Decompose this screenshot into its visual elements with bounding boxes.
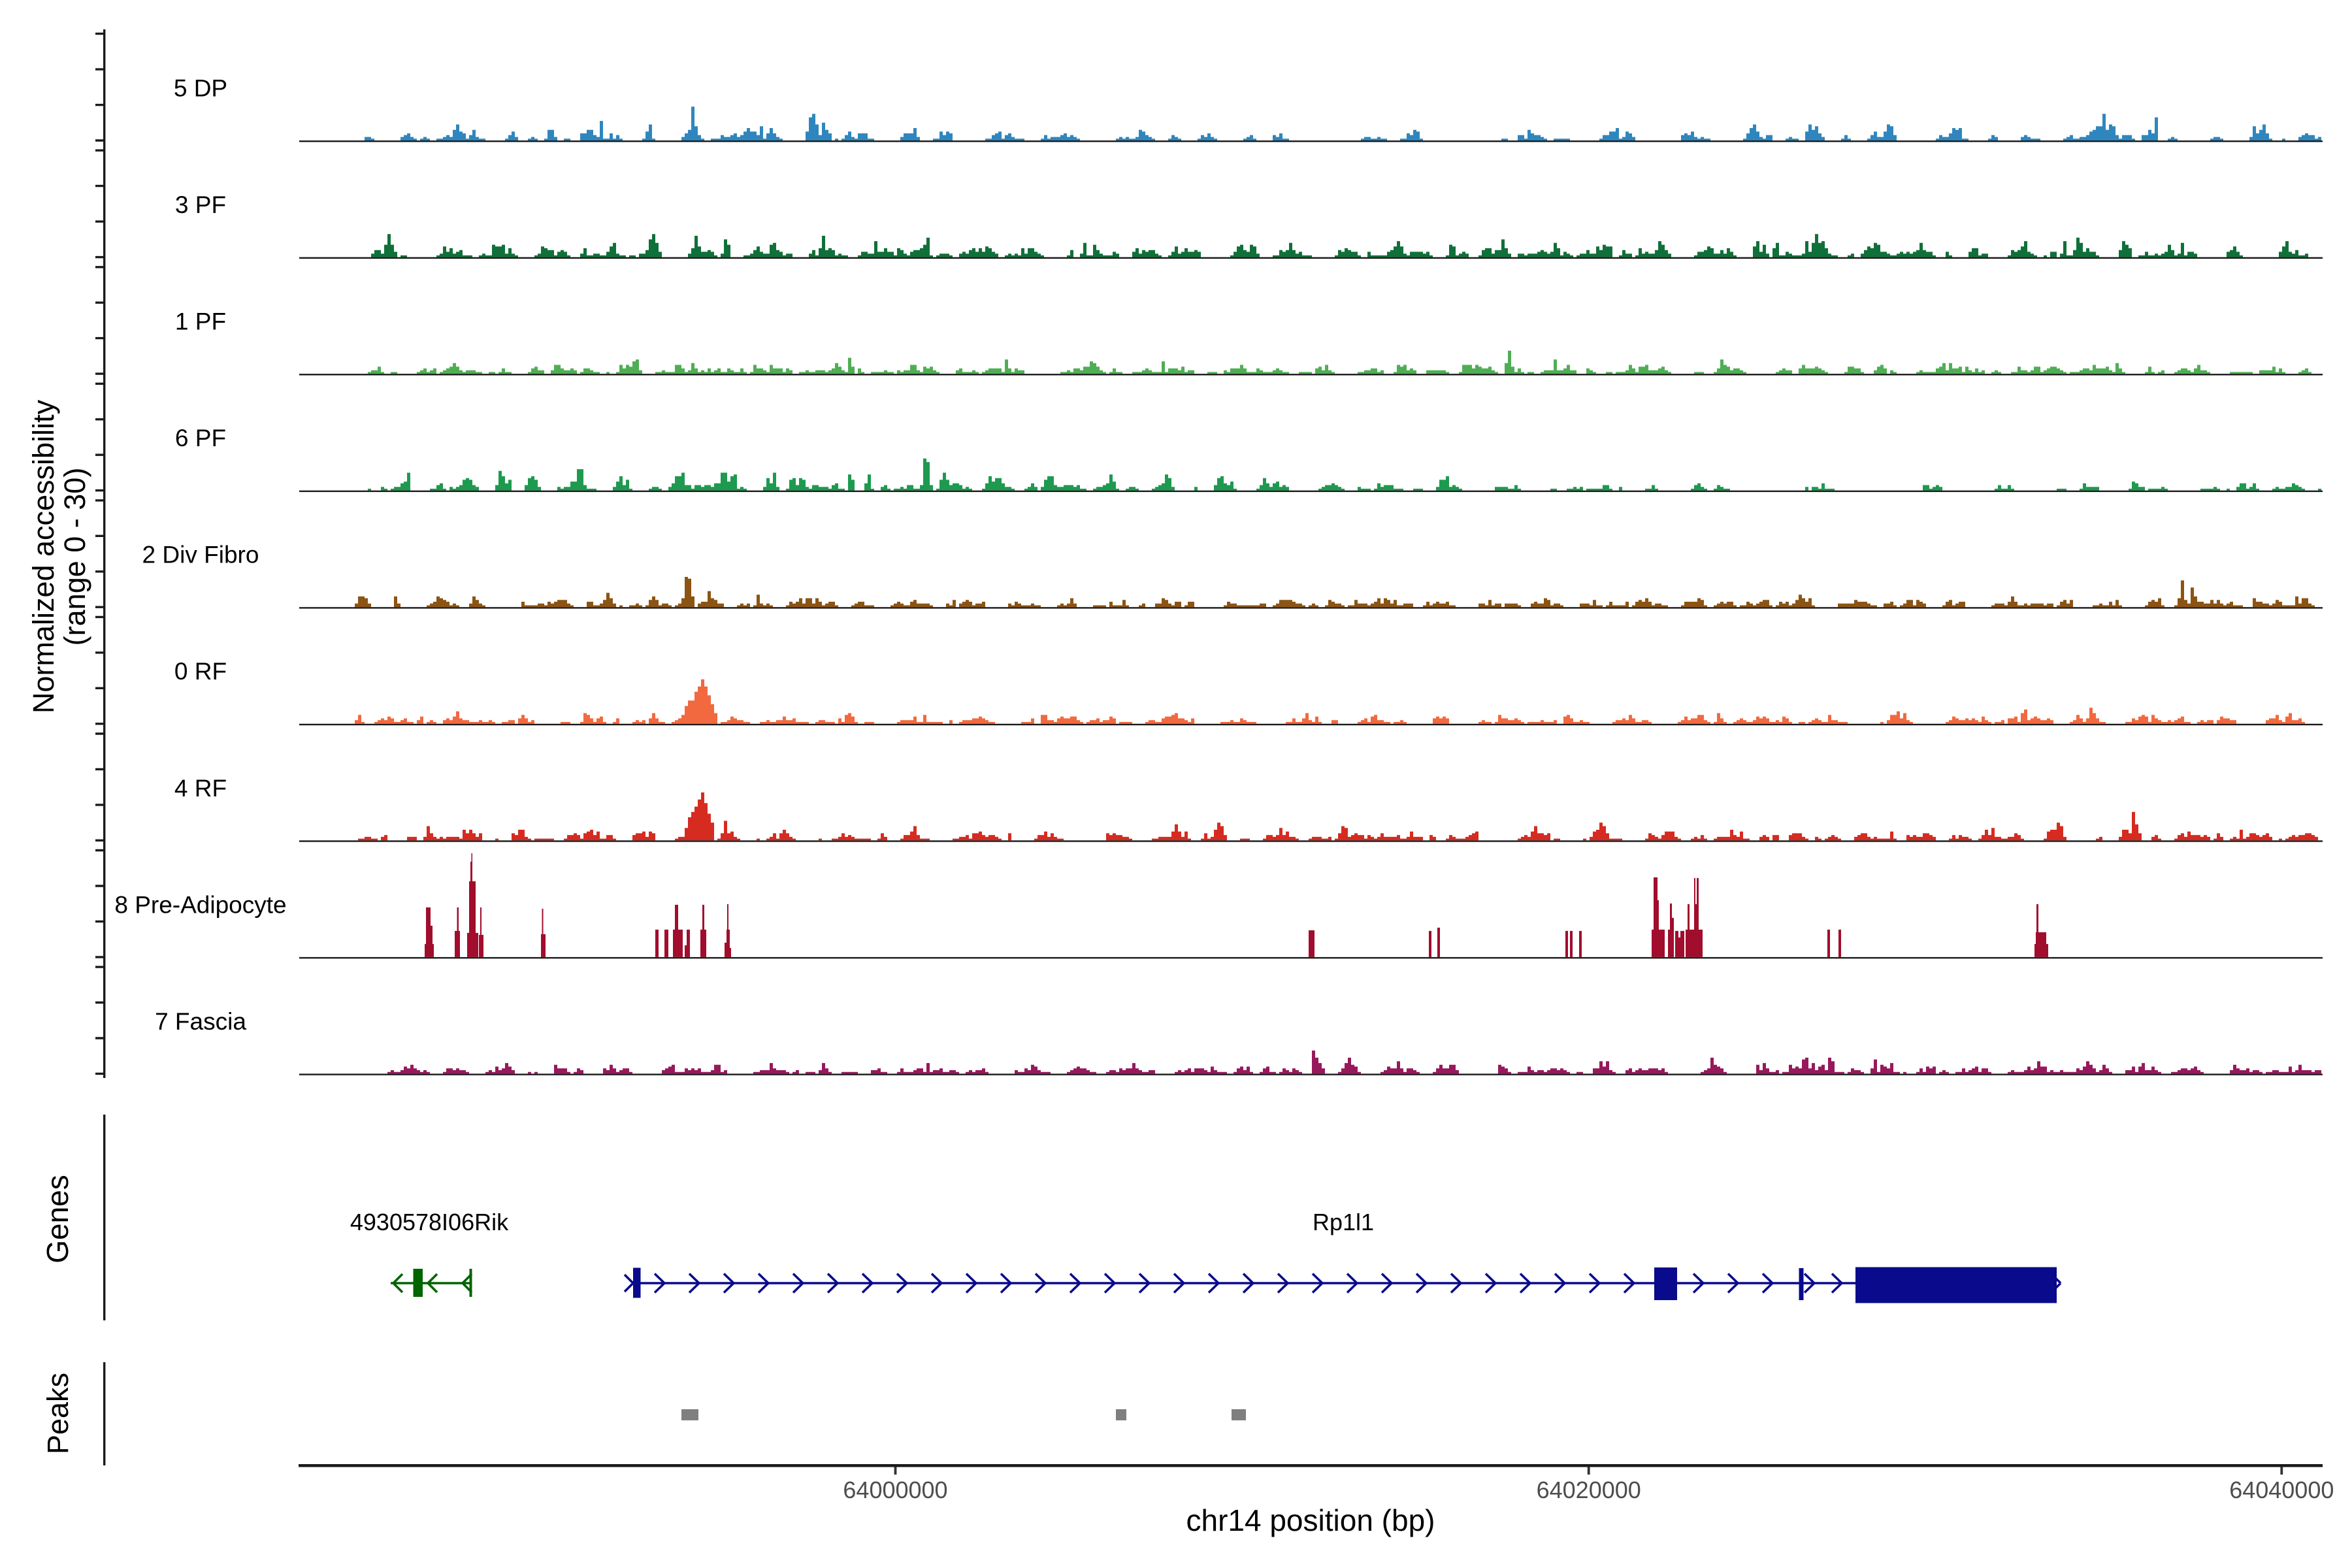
svg-text:64040000: 64040000 <box>2229 1477 2334 1503</box>
svg-text:0 RF: 0 RF <box>174 658 227 685</box>
svg-text:64020000: 64020000 <box>1537 1477 1641 1503</box>
svg-text:8 Pre-Adipocyte: 8 Pre-Adipocyte <box>114 891 286 918</box>
svg-text:3 PF: 3 PF <box>175 191 226 218</box>
svg-text:Peaks: Peaks <box>41 1373 74 1454</box>
svg-text:64000000: 64000000 <box>843 1477 947 1503</box>
svg-text:(range 0 - 30): (range 0 - 30) <box>58 468 91 646</box>
svg-text:1 PF: 1 PF <box>175 308 226 335</box>
svg-text:4930578I06Rik: 4930578I06Rik <box>350 1209 509 1235</box>
svg-text:2 Div Fibro: 2 Div Fibro <box>142 542 259 568</box>
svg-text:6 PF: 6 PF <box>175 425 226 451</box>
svg-text:5 DP: 5 DP <box>174 75 227 102</box>
svg-text:Genes: Genes <box>41 1175 74 1264</box>
svg-text:7 Fascia: 7 Fascia <box>155 1008 246 1035</box>
svg-text:chr14 position (bp): chr14 position (bp) <box>1186 1503 1435 1537</box>
svg-text:4 RF: 4 RF <box>174 775 227 802</box>
svg-text:Normalized accessibility: Normalized accessibility <box>27 399 60 713</box>
svg-text:Rp1l1: Rp1l1 <box>1313 1209 1374 1235</box>
